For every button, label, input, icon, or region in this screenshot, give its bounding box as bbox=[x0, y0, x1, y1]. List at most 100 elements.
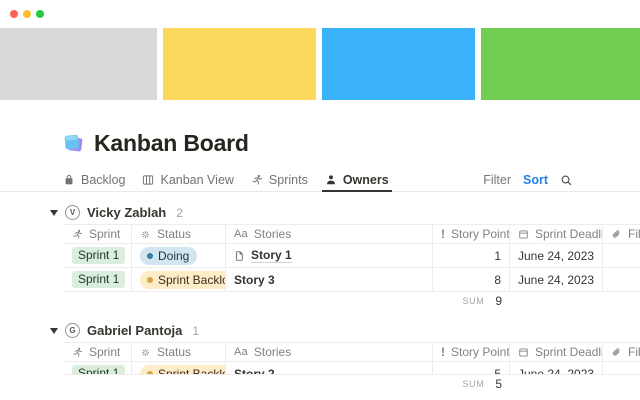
avatar: V bbox=[65, 205, 80, 220]
column-header-stories[interactable]: Aa Stories bbox=[226, 343, 433, 361]
minimize-window-button[interactable] bbox=[23, 10, 31, 18]
sum-spacer bbox=[603, 292, 640, 310]
status-cell[interactable]: Doing bbox=[132, 244, 226, 267]
deadline-value: June 24, 2023 bbox=[518, 366, 595, 375]
column-header-status[interactable]: Status bbox=[132, 343, 226, 361]
column-header-sprint[interactable]: Sprint bbox=[64, 343, 132, 361]
deadline-cell[interactable]: June 24, 2023 bbox=[510, 244, 603, 267]
story-cell[interactable]: Story 1 bbox=[226, 244, 433, 267]
files-cell[interactable] bbox=[603, 362, 640, 374]
sum-spacer bbox=[510, 292, 603, 310]
backlog-bag-icon bbox=[63, 174, 75, 186]
sprint-tag: Sprint 1 bbox=[72, 247, 126, 264]
collapse-group-toggle[interactable] bbox=[50, 327, 58, 334]
status-dot-icon bbox=[147, 252, 153, 259]
column-label: Status bbox=[157, 345, 192, 359]
tab-label: Backlog bbox=[81, 173, 126, 187]
points-cell[interactable]: 1 bbox=[433, 244, 510, 267]
page-title: Kanban Board bbox=[63, 130, 640, 157]
table-row: Sprint 1 Sprint Backlog Story 2 5 June 2… bbox=[64, 362, 640, 375]
close-window-button[interactable] bbox=[10, 10, 18, 18]
sum-spacer bbox=[64, 292, 132, 310]
group-header-vicky: V Vicky Zablah 2 bbox=[50, 201, 640, 224]
search-button[interactable] bbox=[560, 174, 573, 187]
zoom-window-button[interactable] bbox=[36, 10, 44, 18]
view-tabbar: Backlog Kanban View Sprints bbox=[0, 169, 640, 192]
filter-button[interactable]: Filter bbox=[483, 173, 511, 187]
group-table-gabriel: Sprint Status Aa Stories ! bbox=[64, 342, 640, 393]
triangle-down-icon bbox=[50, 327, 58, 334]
sum-spacer bbox=[603, 375, 640, 393]
runner-icon bbox=[72, 229, 83, 240]
tab-label: Owners bbox=[342, 173, 389, 187]
sum-cell[interactable]: SUM 9 bbox=[433, 292, 510, 310]
table-row: Sprint 1 Doing Story 1 1 June 24, 2023 bbox=[64, 244, 640, 268]
files-cell[interactable] bbox=[603, 268, 640, 291]
tab-kanban-view[interactable]: Kanban View bbox=[142, 169, 234, 191]
exclamation-icon: ! bbox=[441, 345, 445, 359]
sprint-cell[interactable]: Sprint 1 bbox=[64, 362, 132, 374]
sprint-cell[interactable]: Sprint 1 bbox=[64, 268, 132, 291]
window-titlebar bbox=[0, 0, 640, 28]
story-cell[interactable]: Story 3 bbox=[226, 268, 433, 291]
status-label: Sprint Backlog bbox=[158, 272, 225, 287]
files-cell[interactable] bbox=[603, 244, 640, 267]
story-cell[interactable]: Story 2 bbox=[226, 362, 433, 375]
deadline-cell[interactable]: June 24, 2023 bbox=[510, 268, 603, 291]
status-pill: Sprint Backlog bbox=[140, 270, 225, 289]
sum-spacer bbox=[132, 375, 226, 393]
tab-backlog[interactable]: Backlog bbox=[63, 169, 125, 191]
column-header-status[interactable]: Status bbox=[132, 225, 226, 243]
status-label: Sprint Backlog bbox=[158, 366, 225, 375]
column-label: Sprint Deadli... bbox=[535, 345, 602, 359]
tab-sprints[interactable]: Sprints bbox=[251, 169, 308, 191]
points-cell[interactable]: 5 bbox=[433, 362, 510, 374]
table-header-row: Sprint Status Aa Stories ! bbox=[64, 224, 640, 244]
status-cell[interactable]: Sprint Backlog bbox=[132, 268, 226, 291]
text-Aa-icon: Aa bbox=[234, 228, 248, 240]
sprint-cell[interactable]: Sprint 1 bbox=[64, 244, 132, 267]
group-table-vicky: Sprint Status Aa Stories ! bbox=[64, 224, 640, 310]
group-header-gabriel: G Gabriel Pantoja 1 bbox=[50, 319, 640, 342]
column-header-sprint[interactable]: Sprint bbox=[64, 225, 132, 243]
runner-icon bbox=[72, 347, 83, 358]
column-header-files[interactable]: Files bbox=[603, 225, 640, 243]
status-cell[interactable]: Sprint Backlog bbox=[132, 362, 226, 375]
points-cell[interactable]: 8 bbox=[433, 268, 510, 291]
collapse-group-toggle[interactable] bbox=[50, 209, 58, 216]
tab-owners[interactable]: Owners bbox=[321, 169, 392, 192]
sum-spacer bbox=[226, 375, 433, 393]
group-count: 2 bbox=[176, 205, 183, 220]
story-title: Story 3 bbox=[234, 272, 275, 287]
sticky-notes-emoji-icon bbox=[63, 133, 84, 154]
sum-spacer bbox=[64, 375, 132, 393]
calendar-icon bbox=[518, 229, 529, 240]
column-header-sprint-deadline[interactable]: Sprint Deadli... bbox=[510, 225, 603, 243]
column-header-stories[interactable]: Aa Stories bbox=[226, 225, 433, 243]
person-icon bbox=[325, 174, 337, 186]
triangle-down-icon bbox=[50, 209, 58, 216]
column-label: Sprint bbox=[89, 345, 121, 359]
sum-value: 5 bbox=[495, 377, 502, 391]
status-label: Doing bbox=[158, 248, 190, 263]
column-header-story-points[interactable]: ! Story Points bbox=[433, 343, 510, 361]
status-pill: Doing bbox=[140, 246, 198, 265]
column-header-sprint-deadline[interactable]: Sprint Deadli... bbox=[510, 343, 603, 361]
sum-cell[interactable]: SUM 5 bbox=[433, 375, 510, 393]
story-page-link[interactable]: Story 1 bbox=[251, 248, 292, 263]
sort-button[interactable]: Sort bbox=[523, 173, 548, 187]
avatar: G bbox=[65, 323, 80, 338]
column-label: Story Points bbox=[451, 227, 510, 241]
sum-value: 9 bbox=[495, 294, 502, 308]
kanban-view-icon bbox=[142, 174, 154, 186]
status-pill: Sprint Backlog bbox=[140, 364, 225, 375]
story-title: Story 2 bbox=[234, 366, 275, 375]
calendar-icon bbox=[518, 347, 529, 358]
column-header-files[interactable]: Files bbox=[603, 343, 640, 361]
tab-label: Kanban View bbox=[160, 173, 234, 187]
sprint-tag: Sprint 1 bbox=[72, 271, 126, 288]
deadline-cell[interactable]: June 24, 2023 bbox=[510, 362, 603, 375]
column-header-story-points[interactable]: ! Story Points bbox=[433, 225, 510, 243]
column-label: Files bbox=[628, 345, 640, 359]
status-burst-icon bbox=[140, 229, 151, 240]
